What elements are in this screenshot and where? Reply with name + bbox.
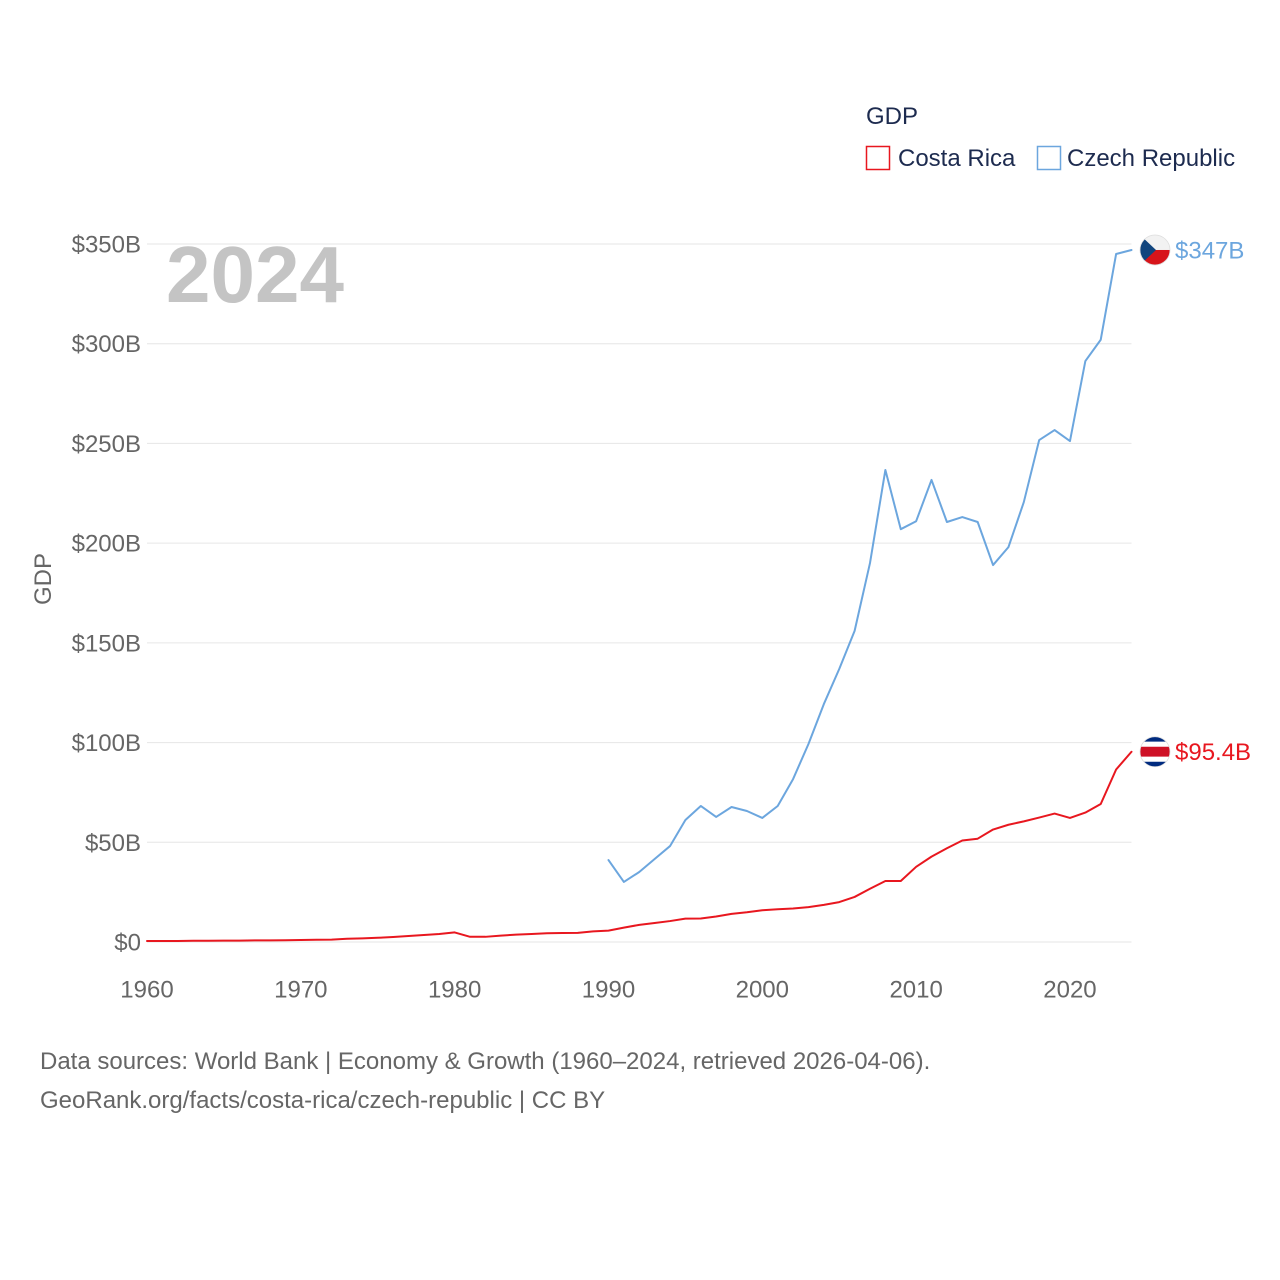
x-tick-label: 1990 [582,977,635,1004]
flag-stripe-blue [1140,761,1170,767]
x-axis-tick-labels: 1960 1970 1980 1990 2000 2010 2020 [120,977,1096,1004]
y-tick-label: $300B [72,331,141,358]
flag-body [1140,736,1170,767]
flag-body [1140,234,1170,265]
czech-flag-icon [1139,234,1171,266]
gridlines [147,243,1132,943]
flag-outline [1139,234,1171,266]
series-lines [146,248,1133,942]
footer-sources: Data sources: World Bank | Economy & Gro… [40,1048,930,1075]
costa-rica-flag-icon [1139,736,1171,768]
flag-outline [1139,736,1171,768]
flag-stripe-blue [1140,736,1170,742]
x-tick-label: 2020 [1043,977,1096,1004]
x-tick-label: 2000 [736,977,789,1004]
series-line-costa-rica [146,750,1133,942]
flag-stripe-white [1140,756,1170,762]
year-watermark: 2024 [166,230,344,319]
legend-swatch-czech-republic [1036,145,1062,171]
footer-credit: GeoRank.org/facts/costa-rica/czech-repub… [40,1087,605,1114]
flag-triangle-blue [1140,234,1156,265]
y-tick-label: $0 [114,930,141,957]
y-tick-label: $100B [72,730,141,757]
flag-stripe-white [1140,741,1170,747]
end-label-czech-republic: $347B [1175,237,1244,264]
y-tick-label: $150B [72,630,141,657]
end-label-costa-rica: $95.4B [1175,739,1251,766]
x-tick-label: 2010 [889,977,942,1004]
x-tick-label: 1960 [120,977,173,1004]
legend: GDP Costa Rica Czech Republic [865,103,1236,172]
y-axis-title: GDP [30,553,57,605]
y-axis-tick-labels: $0 $50B $100B $150B $200B $250B $300B $350B [72,232,141,957]
y-tick-label: $350B [72,232,141,259]
flag-stripe-red [1140,746,1170,757]
legend-label-costa-rica: Costa Rica [898,145,1016,172]
legend-item-czech-republic[interactable]: Czech Republic [1036,145,1236,172]
y-tick-label: $200B [72,531,141,558]
x-tick-label: 1980 [428,977,481,1004]
legend-swatch-costa-rica [865,145,891,171]
legend-item-costa-rica[interactable]: Costa Rica [865,145,1017,172]
legend-title: GDP [866,103,918,130]
series-line-czech-republic [607,248,1133,883]
x-tick-label: 1970 [274,977,327,1004]
y-tick-label: $250B [72,431,141,458]
y-tick-label: $50B [85,830,141,857]
legend-label-czech-republic: Czech Republic [1067,145,1235,172]
